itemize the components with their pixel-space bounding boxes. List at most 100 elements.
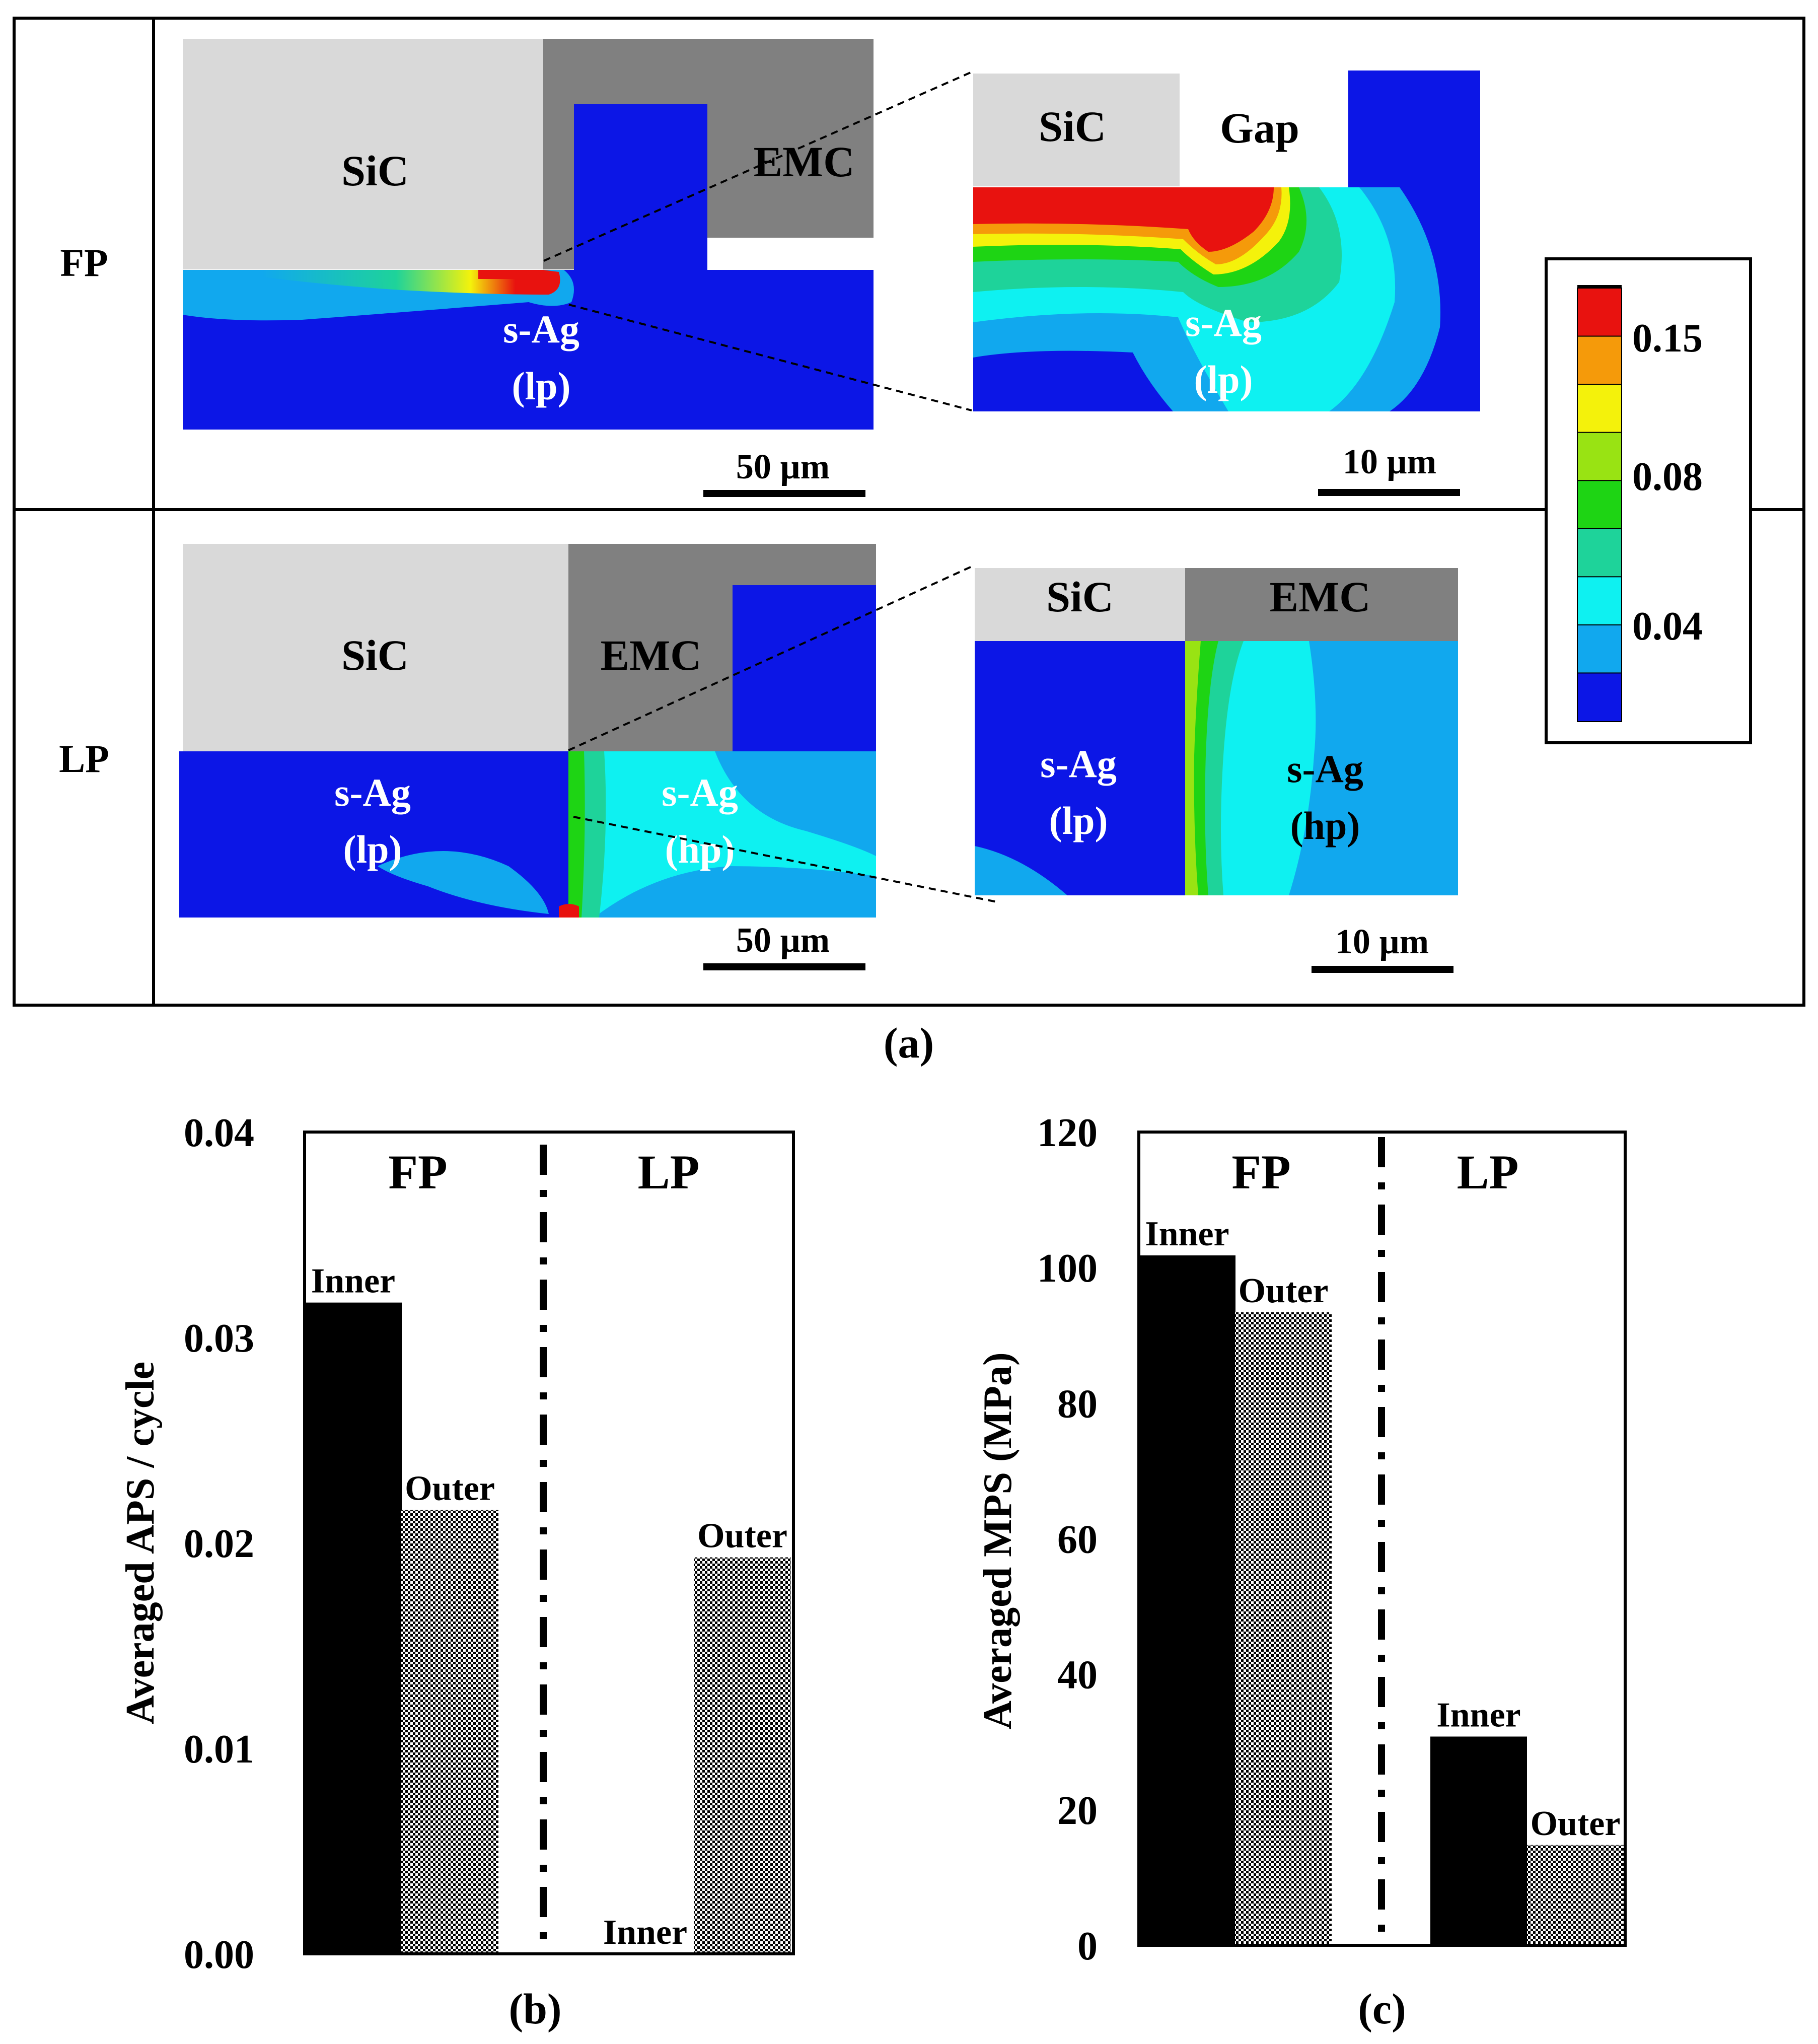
- y-tick-label: 0: [1077, 1924, 1098, 1968]
- fp-zoom-line-bottom: [568, 304, 972, 411]
- fp-zoom-line-top: [543, 71, 972, 262]
- y-tick-label: 120: [1037, 1111, 1098, 1155]
- bar-lp-inner: [1430, 1736, 1527, 1945]
- lp-zoom-emc: [1185, 568, 1458, 641]
- legend-label-0-04: 0.04: [1632, 604, 1703, 649]
- legend-swatch-8: [1577, 672, 1622, 723]
- legend-swatch-7: [1577, 624, 1622, 674]
- fp-zoom-band-red: [973, 187, 1274, 252]
- y-tick-label: 40: [1057, 1653, 1098, 1698]
- fp-emc-block: [543, 39, 874, 269]
- y-tick-label: 0.01: [184, 1727, 254, 1772]
- chart-c-caption: (c): [1358, 1985, 1406, 2033]
- lp-sag-hp-sub-label: (hp): [665, 827, 735, 871]
- fp-overview-contour: SiC EMC s-Ag (lp) 50 µm: [183, 39, 972, 497]
- y-tick-label: 80: [1057, 1382, 1098, 1426]
- y-tick-label: 0.03: [184, 1316, 254, 1361]
- bar-label-fp-inner: Inner: [311, 1262, 395, 1301]
- y-tick-label: 100: [1037, 1246, 1098, 1291]
- legend-top-cap: [1577, 285, 1622, 289]
- lp-sag-hp-label: s-Ag: [662, 770, 738, 814]
- chart-b-y-ticks: 0.00 0.01 0.02 0.03 0.04: [184, 1111, 254, 1977]
- fp-hotspot: [478, 270, 539, 279]
- color-legend: 0.15 0.08 0.04: [1545, 257, 1752, 744]
- chart-c-y-axis-title: Averaged MPS (MPa): [976, 1352, 1020, 1729]
- bar-fp-inner: [1139, 1255, 1235, 1945]
- lp-overview-scale-label: 50 µm: [736, 921, 830, 960]
- lp-zoom-sic: [975, 568, 1185, 641]
- bar-label-fp-outer: Outer: [405, 1469, 495, 1508]
- chart-c-group-label-fp: FP: [1231, 1145, 1290, 1199]
- y-tick-label: 60: [1057, 1518, 1098, 1562]
- y-tick-label: 0.04: [184, 1111, 254, 1155]
- lp-zoom-sag-lp-sub-label: (lp): [1049, 799, 1108, 842]
- fp-zoom-contour: SiC Gap s-Ag (lp) 10 µm: [973, 71, 1480, 496]
- fp-sag-sub-label: (lp): [512, 364, 571, 408]
- lp-zoom-scale-bar: [1312, 966, 1453, 973]
- bar-label-lp-outer: Outer: [697, 1517, 787, 1556]
- lp-sag-hp-green: [568, 751, 585, 918]
- lp-zoom-sag-lp: [975, 641, 1185, 895]
- chart-c-y-ticks: 0 20 40 60 80 100 120: [1037, 1111, 1098, 1968]
- lp-zoom-sag-hp-lime: [1185, 641, 1201, 895]
- row-label-lp: LP: [59, 737, 109, 781]
- caption-a: (a): [884, 1019, 934, 1067]
- fp-zoom-sic-label: SiC: [1039, 102, 1106, 151]
- legend-swatch-0: [1577, 288, 1622, 337]
- chart-b-y-axis-title: Averaged APS / cycle: [118, 1362, 163, 1725]
- lp-zoom-sag-hp-label: s-Ag: [1287, 747, 1363, 791]
- bar-fp-inner: [305, 1302, 402, 1954]
- lp-sag-lp-lobe: [378, 851, 549, 914]
- panel-a-frame: [13, 17, 1805, 1007]
- chart-c-bars: Inner Outer Inner Outer: [1139, 1215, 1624, 1945]
- fp-overview-scale-bar: [703, 490, 865, 497]
- bar-label-fp-outer: Outer: [1239, 1272, 1329, 1310]
- lp-sag-lp-label: s-Ag: [334, 770, 411, 814]
- lp-zoom-sag-lp-label: s-Ag: [1040, 742, 1117, 786]
- fp-overview-scale-label: 50 µm: [736, 448, 830, 486]
- bar-label-lp-outer: Outer: [1531, 1804, 1621, 1843]
- bar-lp-outer: [1527, 1845, 1624, 1945]
- bar-label-lp-inner: Inner: [603, 1913, 687, 1952]
- bar-fp-outer: [401, 1510, 498, 1954]
- lp-zoom-contour: SiC EMC s-Ag (lp) s-Ag (hp) 10 µm: [975, 568, 1458, 973]
- lp-sag-hp-cyan: [574, 751, 876, 918]
- lp-overview-contour: SiC EMC s-Ag (lp) s-Ag (hp) 50 µm: [179, 544, 997, 970]
- fp-sic-block: [183, 39, 543, 269]
- bar-lp-outer: [694, 1557, 791, 1954]
- fp-zoom-gap-label: Gap: [1220, 104, 1299, 152]
- lp-emc-block: [568, 544, 876, 751]
- legend-label-0-08: 0.08: [1632, 455, 1703, 499]
- lp-zoom-scale-label: 10 µm: [1335, 923, 1429, 961]
- lp-sic-label: SiC: [341, 631, 409, 679]
- legend-swatches: [1577, 285, 1622, 723]
- legend-swatch-1: [1577, 335, 1622, 386]
- lp-zoom-emc-label: EMC: [1270, 573, 1371, 621]
- lp-zoom-line-top: [568, 566, 972, 751]
- lp-sag-lp-sub-label: (lp): [343, 827, 402, 871]
- fp-zoom-sic: [973, 74, 1180, 186]
- fp-zoom-sag-sub-label: (lp): [1194, 358, 1253, 401]
- chart-c-plot-frame: [1137, 1131, 1627, 1947]
- legend-swatch-3: [1577, 432, 1622, 482]
- legend-swatch-5: [1577, 528, 1622, 578]
- lp-emc-label: EMC: [601, 631, 702, 679]
- fp-zoom-emc-blue: [1348, 71, 1480, 187]
- legend-swatch-2: [1577, 384, 1622, 434]
- lp-zoom-sag-hp-sub-label: (hp): [1290, 804, 1360, 848]
- chart-b-caption: (b): [508, 1985, 561, 2033]
- fp-sag-region: [183, 104, 874, 430]
- legend-swatch-4: [1577, 480, 1622, 530]
- lp-hotspot: [559, 904, 579, 918]
- chart-c-group-label-lp: LP: [1457, 1145, 1519, 1199]
- chart-b-group-label-fp: FP: [388, 1145, 447, 1199]
- fp-sic-label: SiC: [341, 147, 409, 195]
- lp-sic-block: [183, 544, 568, 751]
- fp-zoom-sag-label: s-Ag: [1185, 301, 1262, 344]
- bar-label-fp-inner: Inner: [1145, 1215, 1229, 1253]
- legend-label-0-15: 0.15: [1632, 316, 1703, 361]
- fp-sag-label: s-Ag: [503, 307, 579, 351]
- bar-label-lp-inner: Inner: [1436, 1696, 1520, 1734]
